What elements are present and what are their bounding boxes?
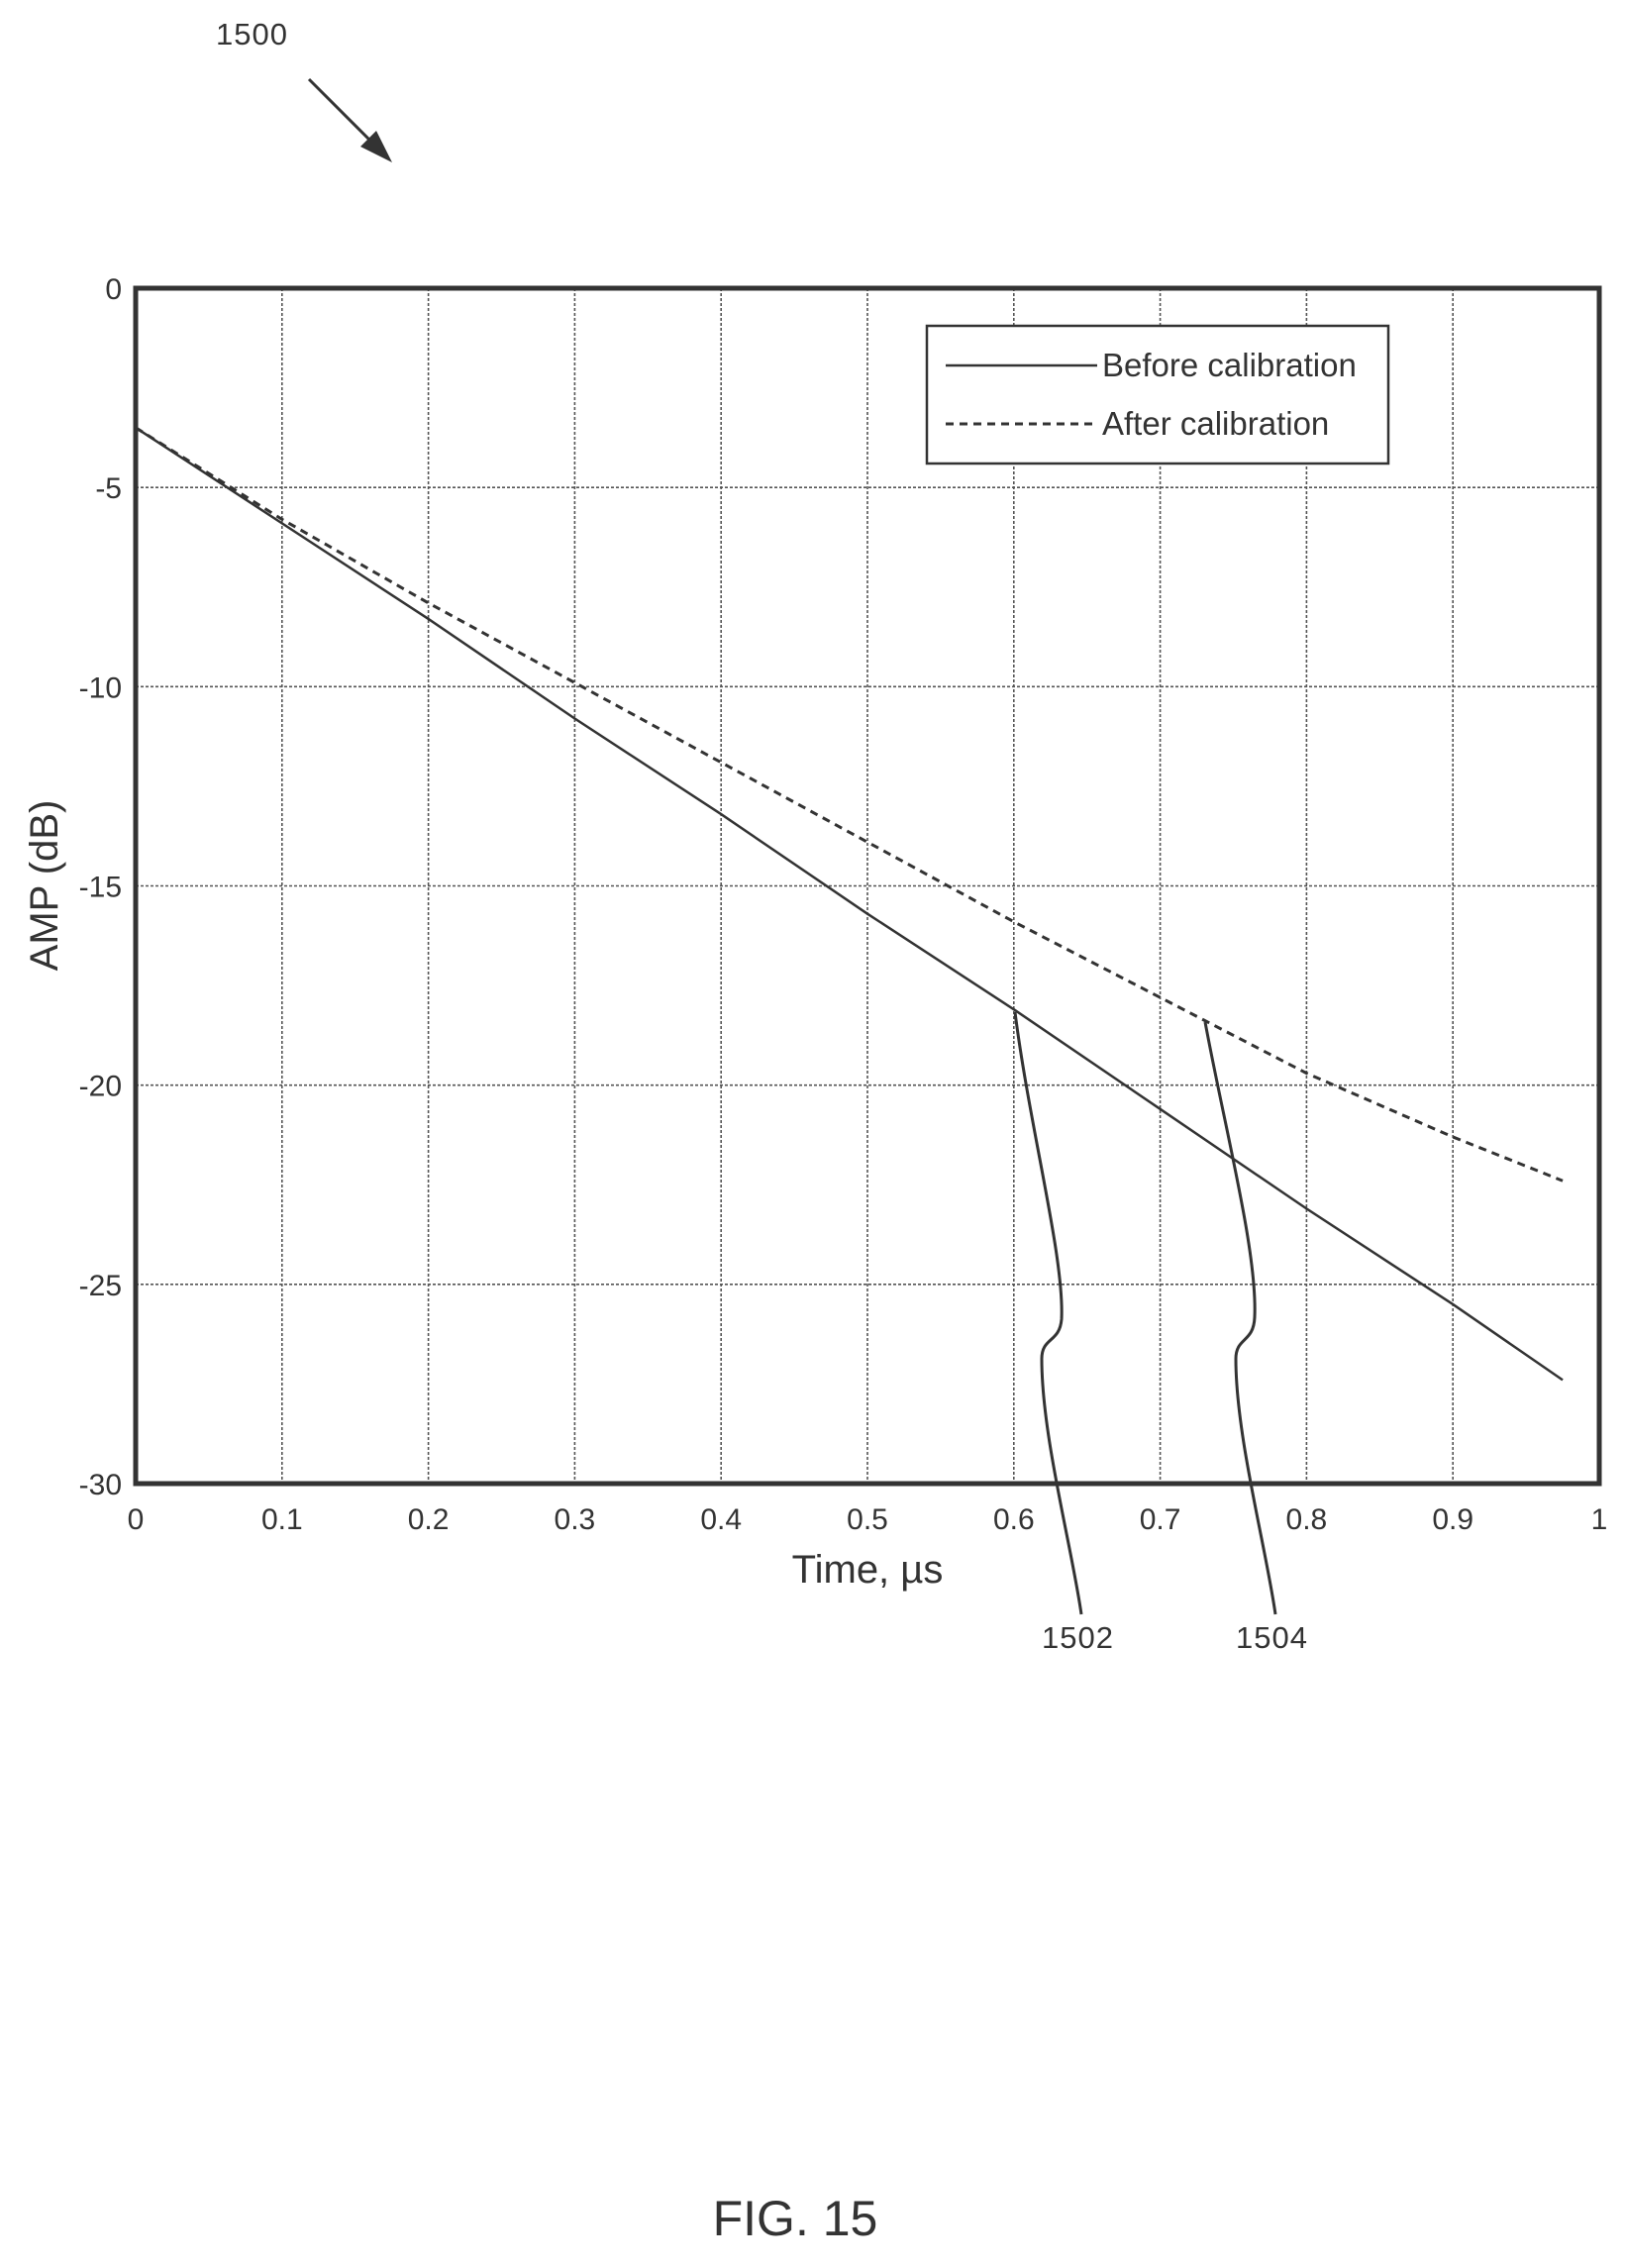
x-tick-label: 0.4 <box>700 1503 742 1536</box>
x-tick-label: 0 <box>128 1503 145 1536</box>
ref-arrow-icon <box>307 77 392 162</box>
callout-label-1502: 1502 <box>1042 1620 1114 1655</box>
series-line-after-calibration <box>135 426 1564 1183</box>
plot-frame <box>133 285 1602 1487</box>
x-tick-label: 0.9 <box>1432 1503 1473 1536</box>
x-tick-label: 0.2 <box>408 1503 450 1536</box>
y-tick-label: -25 <box>79 1270 122 1302</box>
legend-label-after-calibration: After calibration <box>1102 405 1329 442</box>
callout-leader-1502 <box>1013 1011 1083 1615</box>
y-tick-label: -30 <box>79 1469 122 1501</box>
y-tick-label: -10 <box>79 671 122 704</box>
x-tick-label: 0.6 <box>993 1503 1035 1536</box>
series-layer <box>135 426 1564 1382</box>
legend-box <box>925 324 1390 465</box>
y-axis-label: AMP (dB) <box>23 800 66 972</box>
y-tick-label: 0 <box>105 273 122 306</box>
callout-label-1504: 1504 <box>1236 1620 1308 1655</box>
y-tick-label: -20 <box>79 1071 122 1103</box>
legend-label-before-calibration: Before calibration <box>1102 347 1357 383</box>
x-tick-label: 0.1 <box>261 1503 303 1536</box>
callout-1502: 1502 <box>1013 1011 1114 1655</box>
x-tick-label: 0.7 <box>1140 1503 1181 1536</box>
figure-ref-number: 1500 <box>216 17 288 52</box>
figure-caption: FIG. 15 <box>713 2191 878 2246</box>
series-line-before-calibration <box>135 426 1564 1382</box>
y-tick-labels: 0 -5 -10 -15 -20 -25 -30 <box>79 273 122 1501</box>
x-tick-label: 0.5 <box>847 1503 888 1536</box>
grid <box>136 288 1599 1484</box>
x-tick-label: 0.8 <box>1286 1503 1328 1536</box>
legend: Before calibration After calibration <box>925 324 1390 465</box>
callout-1504: 1504 <box>1203 1021 1308 1655</box>
x-tick-label: 0.3 <box>555 1503 596 1536</box>
y-tick-label: -15 <box>79 872 122 904</box>
x-axis-label: Time, µs <box>792 1548 944 1592</box>
callout-leader-1504 <box>1203 1021 1277 1615</box>
x-tick-label: 1 <box>1591 1503 1608 1536</box>
y-tick-label: -5 <box>95 472 122 505</box>
x-tick-labels: 0 0.1 0.2 0.3 0.4 0.5 0.6 0.7 0.8 0.9 1 <box>128 1503 1608 1536</box>
